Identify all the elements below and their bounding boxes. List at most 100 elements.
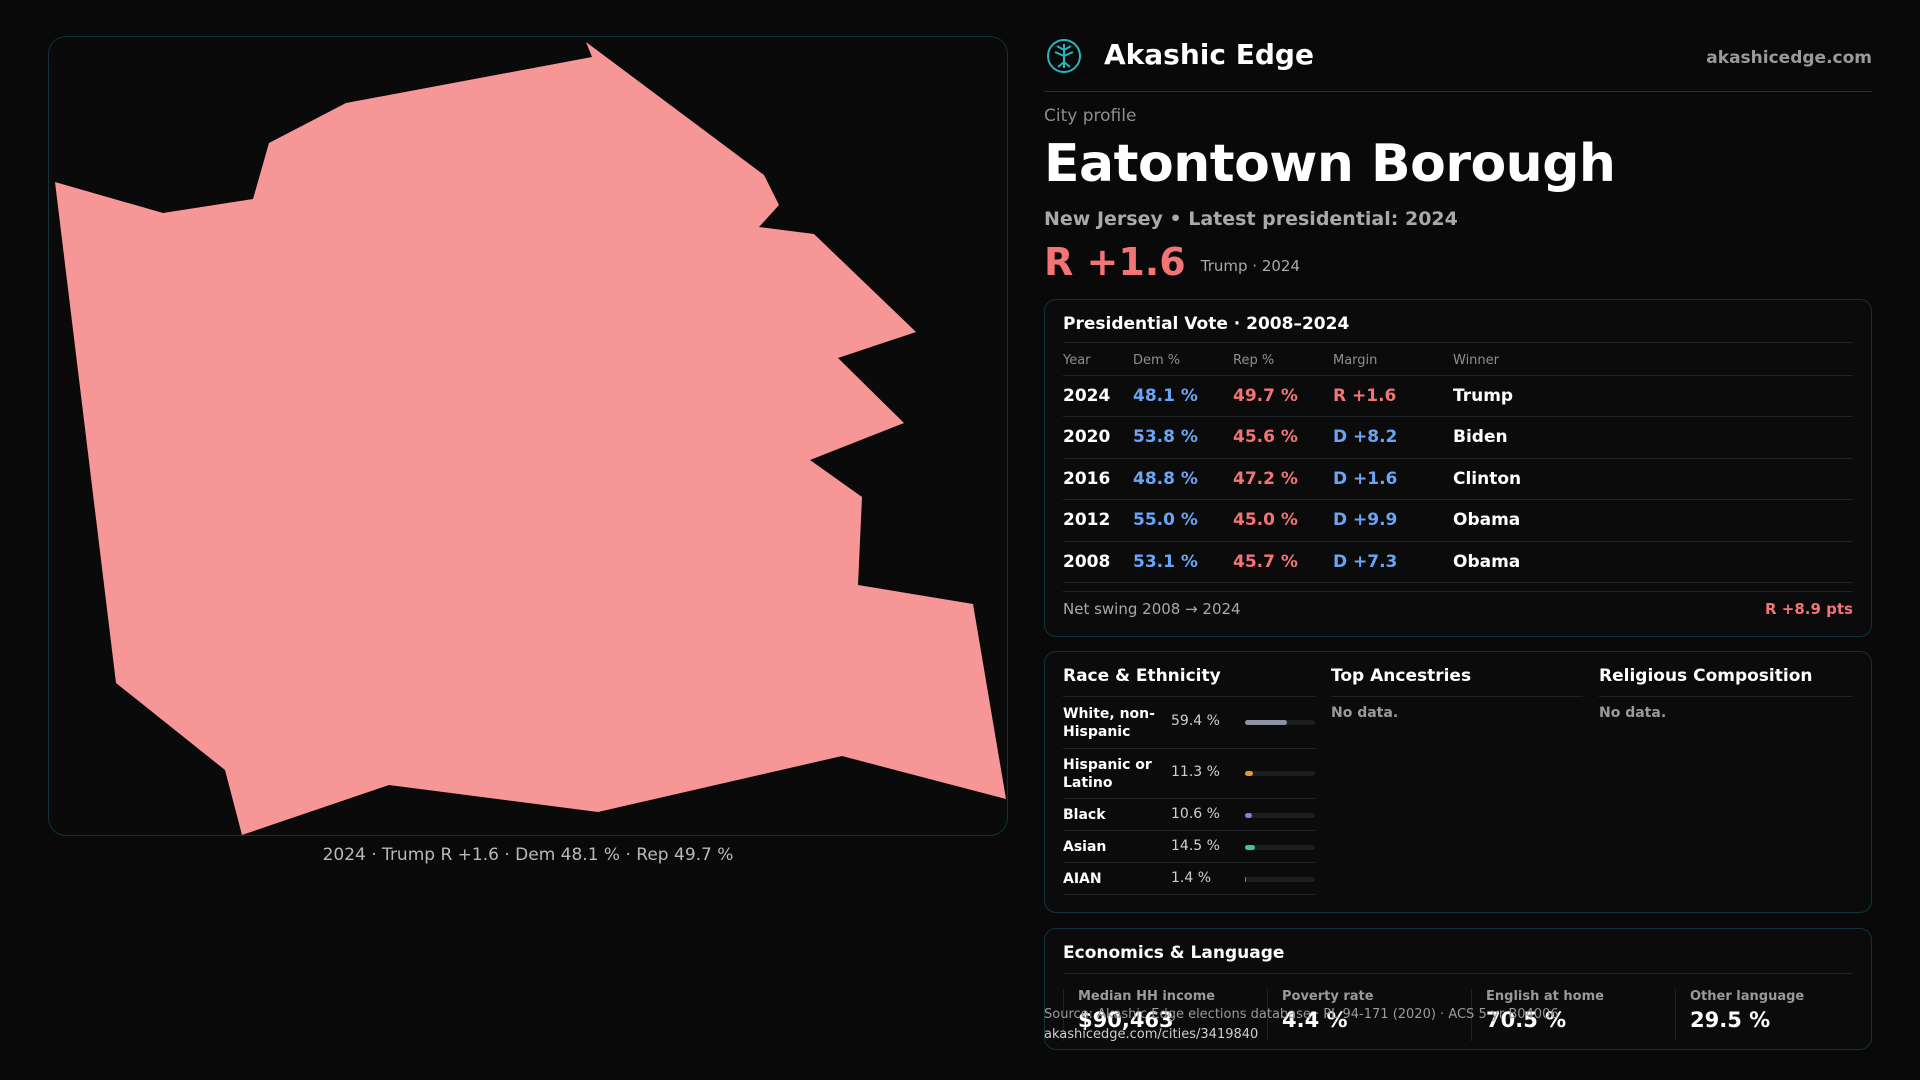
table-row: 2012 55.0 % 45.0 % D +9.9 Obama [1063, 499, 1853, 542]
race-pct: 1.4 % [1171, 870, 1212, 886]
stat-poverty-rate: Poverty rate 4.4 % [1267, 989, 1374, 1041]
ancestries-empty: No data. [1331, 705, 1399, 721]
table-row: 2020 53.8 % 45.6 % D +8.2 Biden [1063, 416, 1853, 459]
table-row: 2008 53.1 % 45.7 % D +7.3 Obama [1063, 541, 1853, 583]
stat-value: 29.5 % [1690, 1008, 1771, 1032]
row-margin: D +7.3 [1333, 541, 1453, 583]
race-bar [1245, 845, 1256, 850]
row-rep: 45.0 % [1233, 499, 1333, 542]
economics-title: Economics & Language [1063, 943, 1853, 974]
row-rep: 45.6 % [1233, 416, 1333, 459]
table-row: 2016 48.8 % 47.2 % D +1.6 Clinton [1063, 458, 1853, 500]
page-eyebrow: City profile [1044, 106, 1137, 126]
race-bar [1245, 813, 1253, 818]
race-bar [1245, 771, 1253, 776]
ancestries-title: Top Ancestries [1331, 666, 1583, 697]
header-dem: Dem % [1133, 347, 1233, 376]
race-bar-track [1245, 845, 1315, 850]
race-label: Hispanic or Latino [1063, 757, 1152, 791]
race-title: Race & Ethnicity [1063, 666, 1315, 697]
row-year: 2016 [1063, 458, 1133, 500]
row-margin: R +1.6 [1333, 375, 1453, 417]
city-map[interactable] [48, 36, 1008, 836]
race-pct: 14.5 % [1171, 838, 1220, 854]
race-row: Black 10.6 % [1063, 799, 1315, 831]
race-label: White, non-Hispanic [1063, 706, 1155, 740]
city-boundary-shape[interactable] [55, 42, 1006, 835]
net-swing-row: Net swing 2008 → 2024 R +8.9 pts [1063, 591, 1853, 625]
brand-row: Akashic Edge akashicedge.com [1044, 36, 1872, 92]
race-label: Asian [1063, 839, 1107, 855]
header-year: Year [1063, 347, 1133, 376]
stat-label: English at home [1486, 989, 1604, 1004]
race-row: AIAN 1.4 % [1063, 863, 1315, 895]
race-bar-track [1245, 877, 1315, 882]
row-rep: 49.7 % [1233, 375, 1333, 417]
race-bar-track [1245, 771, 1315, 776]
row-margin: D +9.9 [1333, 499, 1453, 542]
page-subtitle: New Jersey • Latest presidential: 2024 [1044, 208, 1458, 230]
row-dem: 55.0 % [1133, 499, 1233, 542]
stat-other-language: Other language 29.5 % [1675, 989, 1804, 1041]
row-margin: D +1.6 [1333, 458, 1453, 500]
page-footer: Source: Akashic Edge elections database … [1044, 1005, 1559, 1045]
economics-card: Economics & Language Median HH income $9… [1044, 928, 1872, 1050]
row-dem: 53.8 % [1133, 416, 1233, 459]
stat-value: 70.5 % [1486, 1008, 1567, 1032]
religion-section: Religious Composition No data. [1599, 666, 1853, 721]
page-title: Eatontown Borough [1044, 134, 1616, 194]
tree-emblem-icon[interactable] [1046, 38, 1082, 74]
race-bar [1245, 720, 1287, 725]
row-winner: Obama [1453, 499, 1853, 542]
demographics-card: Race & Ethnicity White, non-Hispanic 59.… [1044, 651, 1872, 913]
religion-title: Religious Composition [1599, 666, 1853, 697]
row-year: 2024 [1063, 375, 1133, 417]
row-winner: Clinton [1453, 458, 1853, 500]
race-pct: 10.6 % [1171, 806, 1220, 822]
net-swing-label: Net swing 2008 → 2024 [1063, 600, 1241, 618]
race-row: Asian 14.5 % [1063, 831, 1315, 863]
row-year: 2020 [1063, 416, 1133, 459]
header-winner: Winner [1453, 347, 1853, 376]
row-margin: D +8.2 [1333, 416, 1453, 459]
stat-label: Poverty rate [1282, 989, 1374, 1004]
stat-english-at-home: English at home 70.5 % [1471, 989, 1604, 1041]
race-bar-track [1245, 813, 1315, 818]
ancestries-section: Top Ancestries No data. [1331, 666, 1583, 721]
profile-header: Akashic Edge akashicedge.com City profil… [1044, 36, 1872, 284]
row-winner: Biden [1453, 416, 1853, 459]
brand-name[interactable]: Akashic Edge [1104, 38, 1314, 71]
source-note: Source: Akashic Edge elections database … [1044, 1007, 1559, 1022]
headline-margin-row: R +1.6 Trump · 2024 [1044, 240, 1872, 284]
net-swing-value: R +8.9 pts [1765, 600, 1853, 618]
stat-value: 4.4 % [1282, 1008, 1348, 1032]
map-caption: 2024 · Trump R +1.6 · Dem 48.1 % · Rep 4… [322, 845, 734, 865]
row-rep: 47.2 % [1233, 458, 1333, 500]
row-dem: 48.1 % [1133, 375, 1233, 417]
race-label: Black [1063, 807, 1106, 823]
religion-empty: No data. [1599, 705, 1667, 721]
header-margin: Margin [1333, 347, 1453, 376]
race-pct: 11.3 % [1171, 764, 1220, 780]
vote-card-title: Presidential Vote · 2008–2024 [1063, 314, 1853, 343]
row-year: 2012 [1063, 499, 1133, 542]
row-year: 2008 [1063, 541, 1133, 583]
row-rep: 45.7 % [1233, 541, 1333, 583]
stat-label: Other language [1690, 989, 1805, 1004]
race-bar [1245, 877, 1247, 882]
vote-table: Year Dem % Rep % Margin Winner 2024 48.1… [1063, 347, 1853, 583]
stat-label: Median HH income [1078, 989, 1216, 1004]
stat-median-income: Median HH income $90,463 [1063, 989, 1215, 1041]
race-row: Hispanic or Latino 11.3 % [1063, 749, 1315, 799]
race-pct: 59.4 % [1171, 713, 1220, 729]
header-rep: Rep % [1233, 347, 1333, 376]
table-row: 2024 48.1 % 49.7 % R +1.6 Trump [1063, 375, 1853, 417]
row-dem: 48.8 % [1133, 458, 1233, 500]
row-winner: Trump [1453, 375, 1853, 417]
permalink[interactable]: akashicedge.com/cities/3419840 [1044, 1027, 1259, 1042]
stat-value: $90,463 [1078, 1008, 1174, 1032]
row-dem: 53.1 % [1133, 541, 1233, 583]
brand-url[interactable]: akashicedge.com [1706, 48, 1872, 68]
race-bar-track [1245, 720, 1315, 725]
race-row: White, non-Hispanic 59.4 % [1063, 697, 1315, 749]
